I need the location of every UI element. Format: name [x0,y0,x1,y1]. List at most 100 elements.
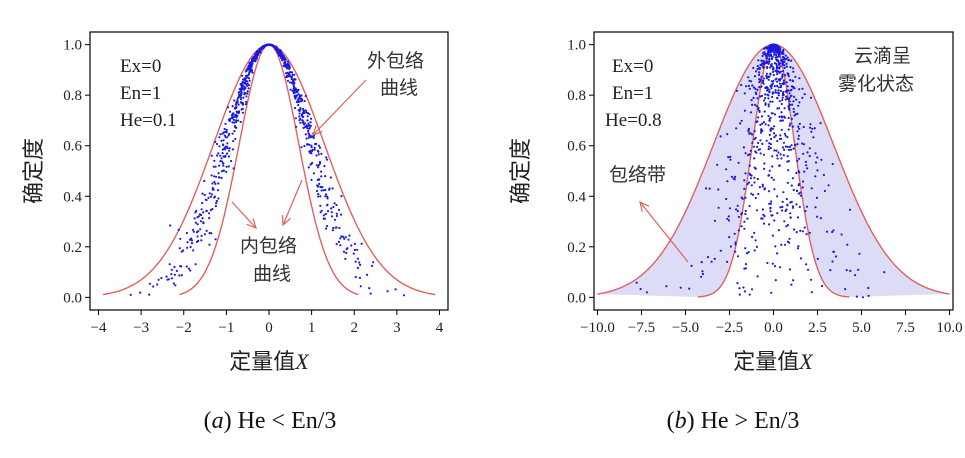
cloud-drop-point [789,212,792,215]
cloud-drop-point [288,71,291,74]
cloud-drop-point [751,235,754,239]
cloud-drop-point [222,162,225,165]
cloud-drop-point [237,91,240,94]
cloud-drop-point [755,105,759,108]
cloud-drop-point [201,217,204,220]
cloud-drop-point [795,189,799,192]
cloud-drop-point [303,111,306,114]
cloud-drop-point [757,116,760,119]
cloud-drop-point [308,133,311,136]
cloud-drop-point [748,132,751,135]
cloud-drop-point [782,90,785,94]
cloud-drop-point [804,160,808,163]
cloud-drop-point [359,285,362,288]
cloud-drop-point [251,63,254,66]
cloud-drop-point [768,133,771,136]
cloud-drop-point [326,195,329,198]
cloud-drop-point [284,58,287,61]
cloud-drop-point [747,251,750,254]
cloud-drop-point [806,167,809,170]
cloud-drop-point [217,182,220,185]
cloud-drop-point [713,257,716,260]
cloud-drop-point [679,286,682,289]
cloud-drop-point [795,231,798,234]
cloud-drop-point [805,164,808,167]
cloud-drop-point [217,152,220,155]
cloud-drop-point [790,184,793,187]
cloud-drop-point [241,74,244,77]
cloud-drop-point [310,117,313,120]
cloud-drop-point [762,66,765,69]
cloud-drop-point [210,193,214,196]
cloud-drop-point [329,176,332,179]
cloud-drop-point [786,160,789,163]
cloud-drop-point [740,225,743,228]
cloud-drop-point [767,148,770,151]
cloud-drop-point [170,277,173,280]
cloud-drop-point [781,82,784,85]
cloud-drop-point [359,263,362,266]
cloud-drop-point [788,96,791,100]
cloud-drop-point [197,230,200,233]
cloud-drop-point [776,73,779,76]
cloud-drop-point [247,87,250,90]
cloud-drop-point [717,188,720,191]
cloud-drop-point [772,80,775,83]
cloud-drop-point [201,192,204,195]
cloud-drop-point [792,188,795,192]
cloud-drop-point [747,130,750,133]
cloud-drop-point [312,136,315,140]
cloud-drop-point [785,81,788,84]
cloud-drop-point [781,99,784,102]
cloud-drop-point [783,60,786,64]
cloud-drop-point [241,107,244,110]
cloud-drop-point [798,101,801,104]
cloud-drop-point [791,177,795,180]
cloud-drop-point [333,218,337,221]
cloud-drop-point [701,270,704,273]
cloud-drop-point [768,44,771,47]
cloud-drop-point [768,88,771,91]
cloud-drop-point [778,107,781,110]
cloud-drop-point [767,103,770,106]
cloud-drop-point [326,158,329,161]
cloud-drop-point [233,115,236,118]
cloud-drop-point [728,207,732,210]
cloud-drop-point [288,75,291,78]
cloud-drop-point [761,142,764,145]
cloud-drop-point [309,136,312,139]
cloud-drop-point [772,46,775,49]
cloud-drop-point [227,155,230,158]
cloud-drop-point [292,87,295,90]
cloud-drop-point [202,221,205,224]
cloud-drop-point [797,125,800,128]
cloud-drop-point [369,292,372,295]
cloud-drop-point [756,177,760,181]
cloud-drop-point [767,190,771,193]
cloud-drop-point [358,276,362,279]
y-tick-label: 0.0 [63,290,82,306]
cloud-drop-point [763,215,766,218]
cloud-drop-point [760,94,764,97]
cloud-drop-point [797,245,800,248]
param-en-b: En=1 [612,83,653,104]
envelope-band-label: 包络带 [609,164,666,186]
cloud-drop-point [221,132,224,135]
cloud-drop-point [194,263,197,266]
cloud-drop-point [797,134,801,137]
cloud-drop-point [809,96,813,99]
cloud-drop-point [736,255,740,258]
cloud-drop-point [774,279,777,282]
cloud-drop-point [776,195,779,198]
cloud-drop-point [755,209,759,212]
cloud-drop-point [178,247,181,250]
cloud-drop-point [754,239,757,242]
cloud-drop-point [792,279,795,282]
cloud-drop-point [777,86,780,89]
cloud-drop-point [769,210,772,213]
cloud-drop-point [781,200,784,203]
cloud-drop-point [735,208,738,211]
cloud-drop-point [354,260,357,263]
cloud-drop-point [250,65,253,68]
cloud-drop-point [759,123,762,126]
